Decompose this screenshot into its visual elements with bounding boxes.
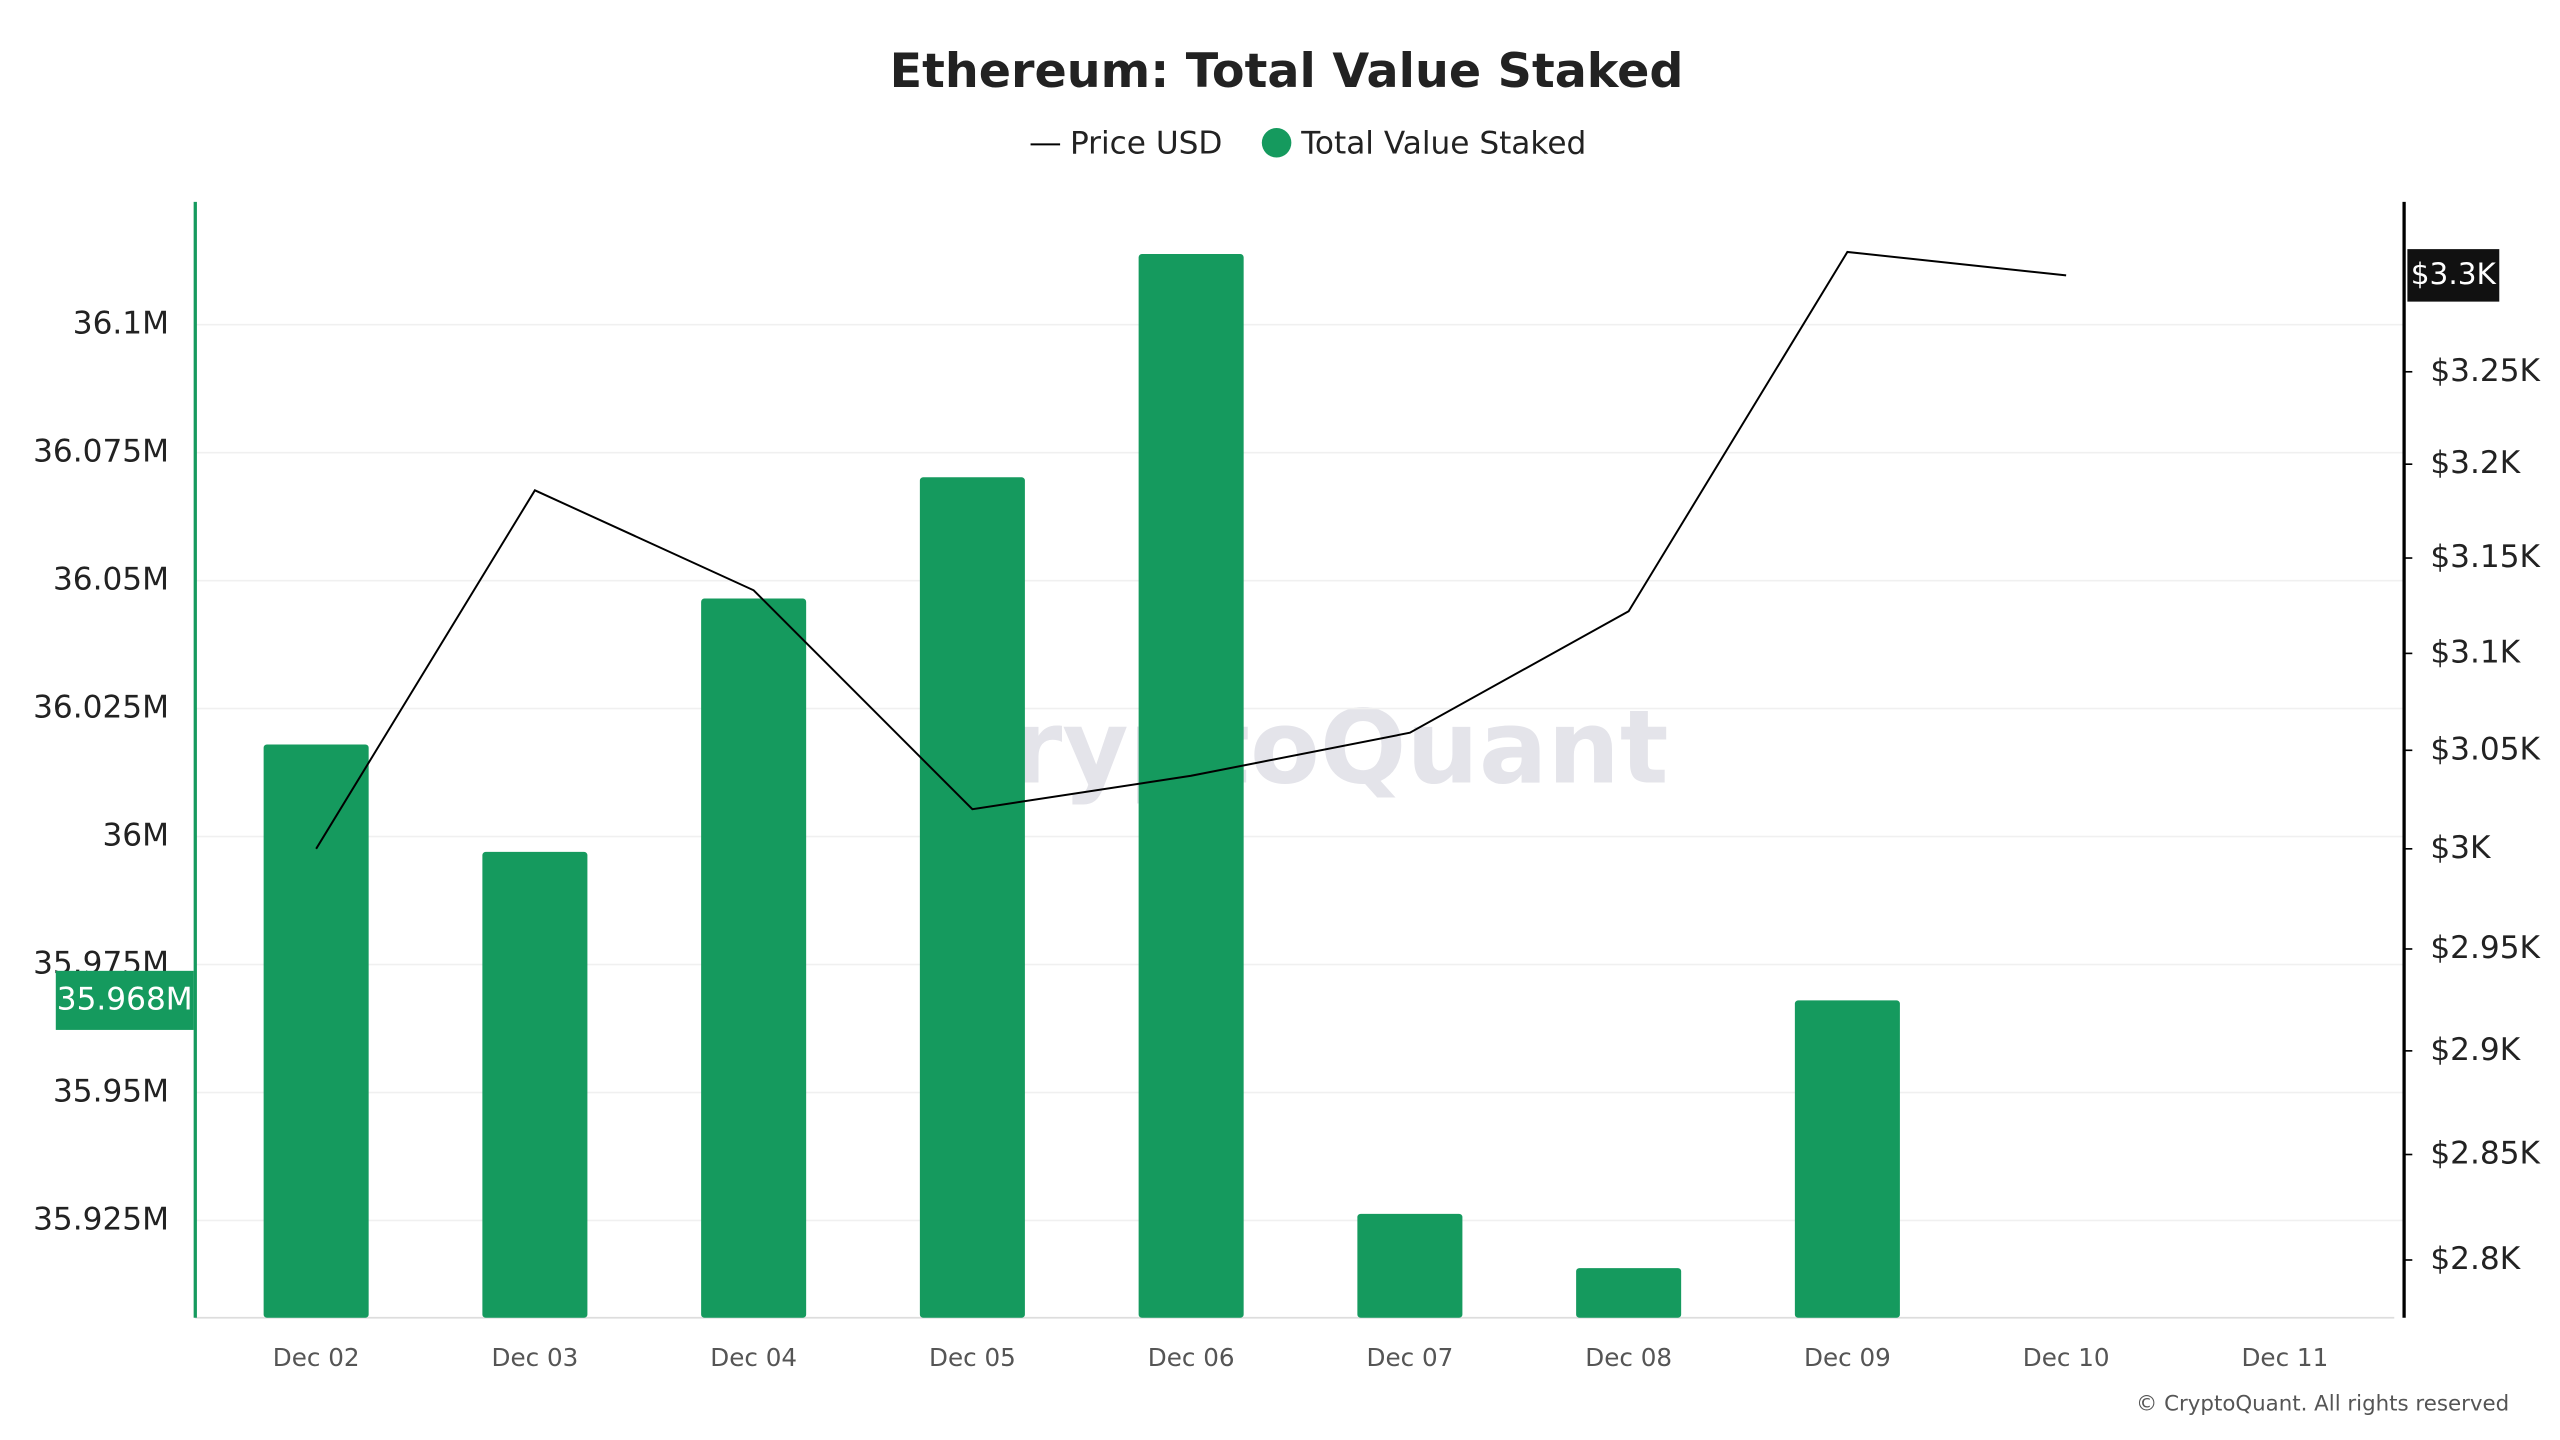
x-tick-label: Dec 11 (2241, 1343, 2328, 1372)
x-tick-label: Dec 02 (273, 1343, 360, 1372)
y-tick-label: 36.025M (33, 690, 169, 726)
copyright: © CryptoQuant. All rights reserved (2136, 1392, 2509, 1417)
bar (1357, 1213, 1463, 1318)
y2-tick-label: $3K (2430, 830, 2492, 866)
bar (701, 598, 807, 1318)
x-tick-label: Dec 10 (2023, 1343, 2110, 1372)
x-tick-label: Dec 06 (1148, 1343, 1235, 1372)
x-tick-label: Dec 09 (1804, 1343, 1891, 1372)
price-line (315, 250, 2067, 850)
last-value-box (2407, 249, 2500, 302)
y-tick-label: 36.075M (33, 434, 169, 470)
last-value-label: 35.968M (57, 981, 193, 1017)
x-tick-label: Dec 03 (492, 1343, 579, 1372)
bar (263, 744, 369, 1318)
y-tick-label: 36.1M (73, 306, 169, 342)
legend-label: Total Value Staked (1300, 125, 1586, 161)
x-tick-label: Dec 07 (1367, 1343, 1454, 1372)
watermark: CryptoQuant (937, 689, 1668, 807)
y2-tick-label: $2.9K (2430, 1032, 2521, 1068)
bar (1138, 254, 1244, 1318)
x-tick-label: Dec 05 (929, 1343, 1016, 1372)
bar (482, 851, 588, 1318)
legend-label: Price USD (1070, 125, 1222, 161)
last-value-box (55, 970, 194, 1030)
y2-tick-label: $2.8K (2430, 1241, 2521, 1277)
bar (1794, 1000, 1900, 1318)
y-tick-label: 35.95M (53, 1074, 169, 1110)
legend-swatch (1261, 128, 1292, 158)
y2-tick-label: $3.05K (2430, 731, 2541, 767)
y-tick-label: 35.925M (33, 1201, 169, 1237)
y2-tick-label: $3.1K (2430, 634, 2521, 670)
bar (1576, 1268, 1682, 1318)
y-tick-label: 36M (102, 818, 169, 854)
y2-tick-label: $3.25K (2430, 353, 2541, 389)
y2-tick-label: $3.15K (2430, 539, 2541, 575)
last-value-label: $3.3K (2411, 257, 2497, 291)
y2-tick-label: $2.95K (2430, 930, 2541, 966)
y2-tick-label: $2.85K (2430, 1136, 2541, 1172)
y-tick-label: 36.05M (53, 562, 169, 598)
x-tick-label: Dec 08 (1585, 1343, 1672, 1372)
chart-title: Ethereum: Total Value Staked (890, 44, 1684, 99)
bar (919, 477, 1025, 1318)
y2-tick-label: $3.2K (2430, 445, 2521, 481)
x-tick-label: Dec 04 (710, 1343, 797, 1372)
